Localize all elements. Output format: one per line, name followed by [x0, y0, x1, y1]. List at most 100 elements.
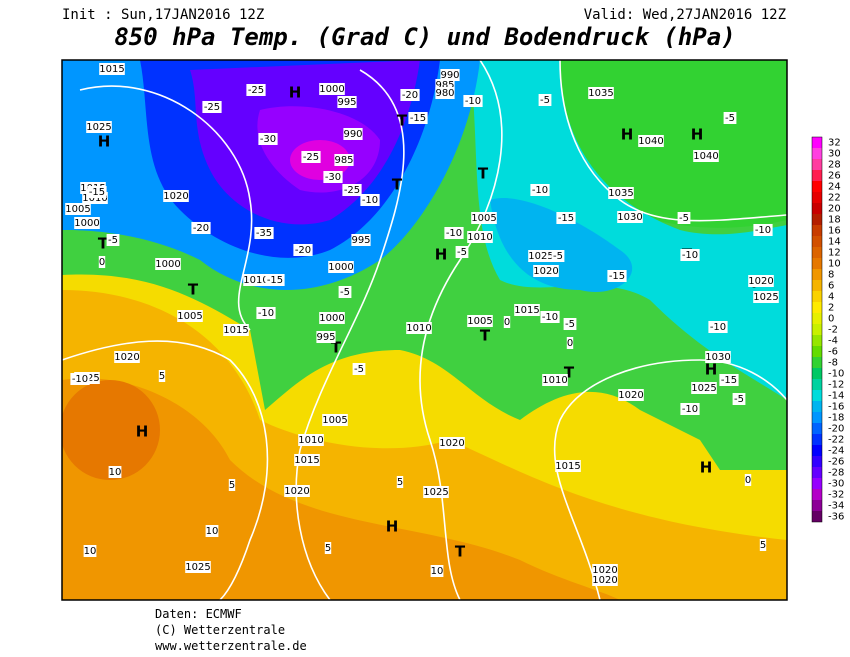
- isoline-label: 0: [504, 317, 510, 328]
- label-box: [400, 89, 420, 101]
- isoline-label: 985: [334, 155, 353, 166]
- label-box: [732, 393, 746, 405]
- legend-swatch: [812, 148, 822, 159]
- isoline-label: 1040: [638, 136, 663, 147]
- isoline-label: 10: [84, 546, 97, 557]
- isoline-label: 990: [440, 70, 459, 81]
- isoline-label: 1030: [617, 212, 642, 223]
- isoline-label: 985: [435, 80, 454, 91]
- label-box: [246, 84, 266, 96]
- legend-swatch: [812, 478, 822, 489]
- legend-swatch: [812, 247, 822, 258]
- legend-swatch: [812, 324, 822, 335]
- pressure-center: H: [289, 84, 302, 102]
- label-box: [467, 315, 493, 327]
- map-title: 850 hPa Temp. (Grad C) und Bodendruck (h…: [114, 23, 735, 51]
- isoline-label: 1010: [298, 435, 323, 446]
- isoline-label: -10: [362, 195, 378, 206]
- isoline-label: -10: [465, 96, 481, 107]
- isoline-label: 5: [397, 477, 403, 488]
- label-box: [691, 382, 717, 394]
- legend-swatch: [812, 467, 822, 478]
- legend-label: 32: [828, 138, 841, 149]
- legend-label: 10: [828, 259, 841, 270]
- legend-swatch: [812, 181, 822, 192]
- label-box: [467, 231, 493, 243]
- isoline-label: -5: [354, 364, 364, 375]
- isoline-label: 1015: [555, 461, 580, 472]
- pressure-center: T: [397, 112, 408, 130]
- isoline-label: 1030: [705, 352, 730, 363]
- label-box: [759, 539, 767, 551]
- label-box: [680, 249, 700, 261]
- legend-label: 18: [828, 215, 841, 226]
- pressure-center: H: [136, 423, 149, 441]
- legend-swatch: [812, 225, 822, 236]
- label-box: [163, 190, 189, 202]
- label-box: [592, 574, 618, 586]
- label-box: [406, 322, 432, 334]
- label-box: [256, 307, 276, 319]
- isoline-label: 1025: [185, 562, 210, 573]
- legend-swatch: [812, 500, 822, 511]
- isoline-label: 5: [159, 371, 165, 382]
- label-box: [323, 171, 343, 183]
- label-box: [396, 476, 404, 488]
- label-box: [638, 135, 664, 147]
- isoline-label: 1025: [86, 122, 111, 133]
- isoline-label: -15: [267, 275, 283, 286]
- legend-swatch: [812, 302, 822, 313]
- isoline-label: -20: [193, 223, 209, 234]
- isoline-label: 1015: [99, 64, 124, 75]
- isoline-label: -5: [734, 394, 744, 405]
- label-box: [723, 112, 737, 124]
- legend-label: -20: [828, 424, 844, 435]
- isoline-label: -30: [325, 172, 341, 183]
- pressure-center: H: [435, 246, 448, 264]
- isoline-label: -5: [457, 247, 467, 258]
- legend-label: 2: [828, 303, 834, 314]
- label-box: [360, 194, 380, 206]
- isoline-label: -25: [303, 152, 319, 163]
- legend-label: 26: [828, 171, 841, 182]
- legend-swatch: [812, 269, 822, 280]
- label-box: [293, 244, 313, 256]
- isoline-label: 10: [431, 566, 444, 577]
- label-box: [753, 291, 779, 303]
- valid-time: Valid: Wed,27JAN2016 12Z: [584, 7, 786, 23]
- label-box: [617, 211, 643, 223]
- isoline-label: 1005: [322, 415, 347, 426]
- label-box: [99, 63, 125, 75]
- label-box: [440, 69, 460, 81]
- init-time: Init : Sun,17JAN2016 12Z: [62, 7, 264, 23]
- label-box: [74, 217, 100, 229]
- legend-label: -24: [828, 446, 844, 457]
- label-box: [114, 351, 140, 363]
- isoline-label: 1015: [294, 455, 319, 466]
- label-box: [542, 374, 568, 386]
- label-box: [343, 128, 363, 140]
- isoline-label: -35: [256, 228, 272, 239]
- pressure-center: T: [188, 281, 199, 299]
- isoline-label: -5: [108, 235, 118, 246]
- isoline-label: 1015: [514, 305, 539, 316]
- legend-swatch: [812, 258, 822, 269]
- isoline-label: 980: [435, 88, 454, 99]
- isoline-label: 5: [229, 480, 235, 491]
- map-background: [62, 60, 787, 600]
- isoline-label: 1005: [467, 316, 492, 327]
- isoline-label: 1020: [592, 575, 617, 586]
- url: www.wetterzentrale.de: [155, 639, 307, 653]
- isoline-label: 0: [99, 257, 105, 268]
- label-box: [298, 434, 324, 446]
- legend-swatch: [812, 401, 822, 412]
- isoline-label: 1010: [542, 375, 567, 386]
- label-box: [430, 565, 444, 577]
- legend-swatch: [812, 511, 822, 522]
- label-box: [284, 485, 310, 497]
- pressure-center: T: [392, 176, 403, 194]
- legend-label: -12: [828, 380, 844, 391]
- isoline-label: 1020: [284, 486, 309, 497]
- isoline-label: 1000: [155, 259, 180, 270]
- legend-label: 24: [828, 182, 841, 193]
